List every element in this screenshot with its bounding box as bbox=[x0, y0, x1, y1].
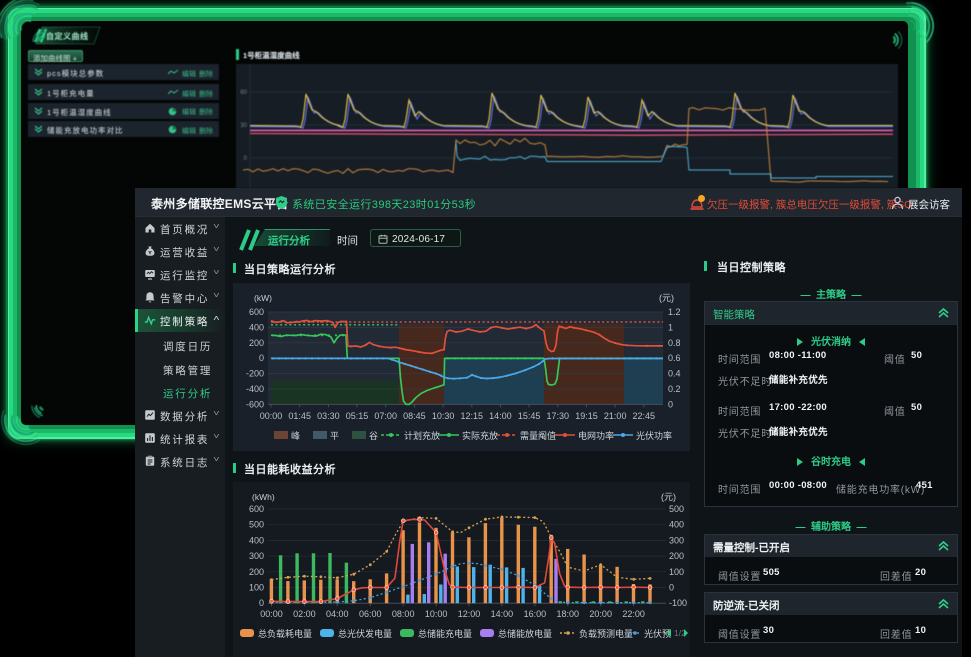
svg-text:500: 500 bbox=[669, 504, 684, 514]
svg-text:30: 30 bbox=[240, 123, 247, 129]
svg-text:07:00: 07:00 bbox=[374, 411, 397, 421]
svg-text:总负载耗电量: 总负载耗电量 bbox=[258, 628, 312, 639]
svg-text:光伏功率: 光伏功率 bbox=[636, 430, 672, 441]
svg-text:电网功率: 电网功率 bbox=[578, 430, 614, 441]
svg-text:06:00: 06:00 bbox=[359, 609, 382, 619]
svg-text:(kWh): (kWh) bbox=[252, 492, 275, 502]
svg-text:500: 500 bbox=[249, 520, 264, 530]
svg-text:04:00: 04:00 bbox=[326, 609, 349, 619]
svg-text:21:00: 21:00 bbox=[604, 411, 627, 421]
svg-text:(kW): (kW) bbox=[254, 293, 272, 303]
svg-text:14:00: 14:00 bbox=[489, 411, 512, 421]
svg-text:0.8: 0.8 bbox=[668, 338, 681, 348]
svg-text:需量阄值: 需量阄值 bbox=[520, 430, 556, 441]
svg-text:400: 400 bbox=[249, 322, 264, 332]
svg-text:200: 200 bbox=[249, 567, 264, 577]
svg-text:100: 100 bbox=[669, 567, 684, 577]
svg-text:12:15: 12:15 bbox=[461, 411, 484, 421]
svg-text:谷: 谷 bbox=[369, 431, 378, 441]
svg-text:15:45: 15:45 bbox=[518, 411, 541, 421]
svg-text:600: 600 bbox=[249, 504, 264, 514]
svg-text:总光伏发电量: 总光伏发电量 bbox=[338, 628, 392, 639]
svg-text:400: 400 bbox=[249, 535, 264, 545]
svg-text:0.2: 0.2 bbox=[668, 384, 681, 394]
svg-text:400: 400 bbox=[669, 520, 684, 530]
svg-text:总储能充电量: 总储能充电量 bbox=[418, 628, 472, 639]
svg-text:300: 300 bbox=[249, 551, 264, 561]
svg-text:60: 60 bbox=[240, 90, 247, 96]
svg-text:600: 600 bbox=[249, 307, 264, 317]
svg-text:14:00: 14:00 bbox=[491, 609, 514, 619]
svg-text:22:45: 22:45 bbox=[633, 411, 656, 421]
svg-text:0.4: 0.4 bbox=[668, 369, 681, 379]
svg-text:01:45: 01:45 bbox=[288, 411, 311, 421]
svg-text:光伏预: 光伏预 bbox=[644, 628, 671, 639]
svg-text:200: 200 bbox=[249, 338, 264, 348]
svg-text:总储能放电量: 总储能放电量 bbox=[498, 628, 552, 639]
svg-text:(元): (元) bbox=[661, 492, 676, 502]
svg-text:1.2: 1.2 bbox=[668, 307, 681, 317]
svg-text:20:00: 20:00 bbox=[589, 609, 612, 619]
svg-text:08:45: 08:45 bbox=[403, 411, 426, 421]
svg-text:18:00: 18:00 bbox=[557, 609, 580, 619]
svg-text:300: 300 bbox=[669, 535, 684, 545]
svg-text:负载预测电量: 负载预测电量 bbox=[579, 628, 633, 639]
svg-text:19:15: 19:15 bbox=[575, 411, 598, 421]
svg-text:-100: -100 bbox=[669, 598, 687, 608]
svg-text:实际充放: 实际充放 bbox=[462, 430, 498, 441]
svg-text:峰: 峰 bbox=[291, 431, 300, 441]
svg-text:1: 1 bbox=[668, 322, 673, 332]
svg-text:00:00: 00:00 bbox=[260, 609, 283, 619]
svg-text:00:00: 00:00 bbox=[260, 411, 283, 421]
svg-text:0: 0 bbox=[669, 583, 674, 593]
svg-text:-400: -400 bbox=[246, 384, 264, 394]
svg-text:200: 200 bbox=[669, 551, 684, 561]
svg-text:0: 0 bbox=[668, 399, 673, 409]
svg-text:02:00: 02:00 bbox=[293, 609, 316, 619]
svg-text:16:00: 16:00 bbox=[524, 609, 547, 619]
svg-text:-200: -200 bbox=[246, 369, 264, 379]
svg-text:平: 平 bbox=[330, 431, 339, 441]
svg-text:0: 0 bbox=[244, 156, 248, 162]
svg-text:-600: -600 bbox=[246, 399, 264, 409]
svg-text:10:00: 10:00 bbox=[425, 609, 448, 619]
svg-text:17:30: 17:30 bbox=[547, 411, 570, 421]
svg-text:1/2: 1/2 bbox=[674, 628, 686, 638]
svg-text:22:00: 22:00 bbox=[622, 609, 645, 619]
svg-text:12:00: 12:00 bbox=[458, 609, 481, 619]
svg-text:05:15: 05:15 bbox=[346, 411, 369, 421]
svg-text:0: 0 bbox=[259, 353, 264, 363]
svg-text:100: 100 bbox=[249, 583, 264, 593]
svg-text:0: 0 bbox=[259, 598, 264, 608]
svg-text:计划充放: 计划充放 bbox=[404, 430, 440, 441]
svg-text:03:30: 03:30 bbox=[317, 411, 340, 421]
svg-text:08:00: 08:00 bbox=[392, 609, 415, 619]
svg-text:0.6: 0.6 bbox=[668, 353, 681, 363]
svg-text:(元): (元) bbox=[659, 293, 674, 303]
svg-text:10:30: 10:30 bbox=[432, 411, 455, 421]
